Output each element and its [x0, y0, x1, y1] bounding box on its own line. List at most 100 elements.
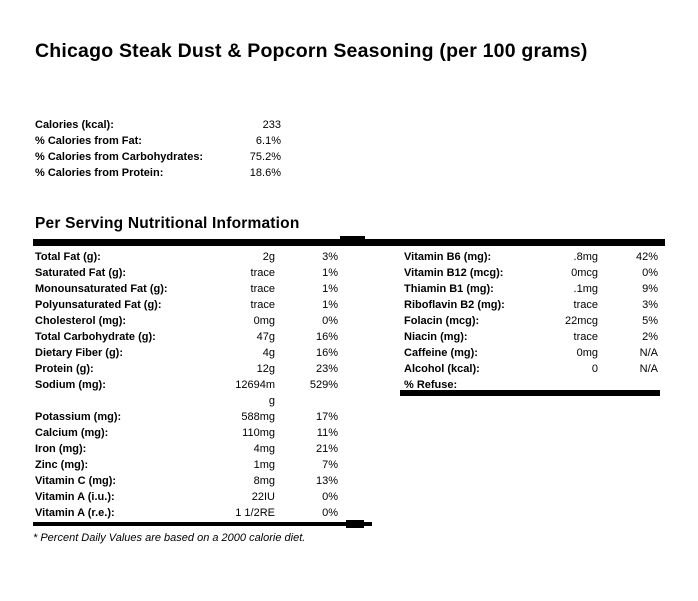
nutrient-daily-value-percent: 2% — [642, 331, 658, 343]
top-divider-rule — [33, 239, 665, 246]
nutrient-label: Dietary Fiber (g): — [35, 347, 124, 359]
nutrient-row: Folacin (mcg): 22mcg 5% — [404, 313, 658, 329]
nutrient-amount: 588mg — [241, 411, 275, 423]
nutrient-amount: 12g — [256, 363, 275, 375]
nutrient-amount: 8mg — [253, 475, 275, 487]
summary-row: % Calories from Carbohydrates: 75.2% — [35, 149, 281, 165]
nutrient-amount: .1mg — [573, 283, 598, 295]
nutrient-label: Vitamin A (i.u.): — [35, 491, 115, 503]
nutrient-table-left: Total Fat (g): 2g 3% Saturated Fat (g): … — [35, 249, 338, 521]
nutrient-label: Folacin (mcg): — [404, 315, 480, 327]
nutrient-amount: 12694mg — [235, 379, 275, 407]
nutrient-row: Total Carbohydrate (g): 47g 16% — [35, 329, 338, 345]
nutrient-row: Total Fat (g): 2g 3% — [35, 249, 338, 265]
nutrient-amount: 0mcg — [571, 267, 598, 279]
nutrient-row: Niacin (mg): trace 2% — [404, 329, 658, 345]
calorie-summary-table: Calories (kcal): 233 % Calories from Fat… — [35, 117, 281, 181]
nutrient-daily-value-percent: 3% — [322, 251, 338, 263]
nutrient-row: % Refuse: — [404, 377, 658, 393]
nutrient-amount: 110mg — [242, 427, 275, 439]
nutrient-amount: trace — [250, 283, 275, 295]
left-table-bottom-notch — [346, 520, 364, 528]
nutrient-label: Vitamin B12 (mcg): — [404, 267, 504, 279]
nutrient-daily-value-percent: 16% — [315, 331, 338, 343]
nutrient-amount: 0mg — [253, 315, 275, 327]
nutrient-label: Zinc (mg): — [35, 459, 89, 471]
summary-label: % Calories from Carbohydrates: — [35, 151, 204, 163]
nutrient-label: Protein (g): — [35, 363, 94, 375]
nutrient-row: Caffeine (mg): 0mg N/A — [404, 345, 658, 361]
nutrient-label: Polyunsaturated Fat (g): — [35, 299, 162, 311]
nutrient-amount: 0mg — [576, 347, 598, 359]
summary-label: Calories (kcal): — [35, 119, 114, 131]
summary-row: Calories (kcal): 233 — [35, 117, 281, 133]
nutrient-row: Zinc (mg): 1mg 7% — [35, 457, 338, 473]
nutrient-daily-value-percent: 3% — [642, 299, 658, 311]
nutrient-amount: trace — [250, 267, 275, 279]
nutrient-label: Iron (mg): — [35, 443, 87, 455]
nutrient-amount: 4mg — [253, 443, 275, 455]
nutrient-daily-value-percent: 0% — [322, 491, 338, 503]
nutrient-table-right: Vitamin B6 (mg): .8mg 42% Vitamin B12 (m… — [404, 249, 658, 393]
nutrient-daily-value-percent: 0% — [642, 267, 658, 279]
nutrient-label: Total Fat (g): — [35, 251, 101, 263]
page-title: Chicago Steak Dust & Popcorn Seasoning (… — [35, 40, 588, 62]
nutrient-daily-value-percent: 23% — [315, 363, 338, 375]
nutrient-daily-value-percent: N/A — [639, 347, 658, 359]
nutrient-label: Thiamin B1 (mg): — [404, 283, 494, 295]
nutrient-label: Alcohol (kcal): — [404, 363, 480, 375]
right-table-bottom-rule — [400, 390, 660, 396]
summary-row: % Calories from Fat: 6.1% — [35, 133, 281, 149]
nutrient-amount: trace — [573, 299, 598, 311]
nutrient-daily-value-percent: 529% — [309, 379, 338, 391]
nutrient-row: Cholesterol (mg): 0mg 0% — [35, 313, 338, 329]
left-table-bottom-rule — [33, 522, 372, 526]
nutrient-row: Riboflavin B2 (mg): trace 3% — [404, 297, 658, 313]
summary-value: 6.1% — [255, 135, 281, 147]
nutrient-label: Caffeine (mg): — [404, 347, 478, 359]
nutrient-daily-value-percent: 9% — [642, 283, 658, 295]
nutrient-amount: 0 — [591, 363, 598, 375]
nutrient-daily-value-percent: 1% — [322, 299, 338, 311]
nutrient-row: Vitamin C (mg): 8mg 13% — [35, 473, 338, 489]
nutrient-row: Alcohol (kcal): 0 N/A — [404, 361, 658, 377]
nutrient-amount: 2g — [262, 251, 275, 263]
summary-value: 75.2% — [249, 151, 281, 163]
nutrient-daily-value-percent: N/A — [639, 363, 658, 375]
nutrient-label: Sodium (mg): — [35, 379, 106, 391]
nutrient-label: Monounsaturated Fat (g): — [35, 283, 168, 295]
nutrient-row: Sodium (mg): 12694mg 529% — [35, 377, 338, 409]
summary-label: % Calories from Protein: — [35, 167, 164, 179]
summary-label: % Calories from Fat: — [35, 135, 142, 147]
nutrient-row: Vitamin B12 (mcg): 0mcg 0% — [404, 265, 658, 281]
nutrient-row: Iron (mg): 4mg 21% — [35, 441, 338, 457]
nutrient-row: Vitamin A (i.u.): 22IU 0% — [35, 489, 338, 505]
nutrient-label: Vitamin B6 (mg): — [404, 251, 492, 263]
nutrient-daily-value-percent: 13% — [315, 475, 338, 487]
nutrient-row: Protein (g): 12g 23% — [35, 361, 338, 377]
nutrient-amount: trace — [250, 299, 275, 311]
nutrient-row: Dietary Fiber (g): 4g 16% — [35, 345, 338, 361]
per-serving-heading: Per Serving Nutritional Information — [35, 215, 300, 232]
nutrient-amount: trace — [573, 331, 598, 343]
nutrient-amount: 22mcg — [564, 315, 598, 327]
nutrient-row: Saturated Fat (g): trace 1% — [35, 265, 338, 281]
nutrient-daily-value-percent: 1% — [322, 267, 338, 279]
nutrient-daily-value-percent: 0% — [322, 315, 338, 327]
nutrient-daily-value-percent: 21% — [315, 443, 338, 455]
nutrient-label: Potassium (mg): — [35, 411, 122, 423]
nutrient-amount: 1mg — [253, 459, 275, 471]
nutrient-daily-value-percent: 16% — [315, 347, 338, 359]
nutrient-daily-value-percent: 1% — [322, 283, 338, 295]
nutrient-row: Thiamin B1 (mg): .1mg 9% — [404, 281, 658, 297]
summary-value: 18.6% — [249, 167, 281, 179]
nutrient-row: Potassium (mg): 588mg 17% — [35, 409, 338, 425]
nutrient-daily-value-percent: 42% — [635, 251, 658, 263]
nutrient-row: Monounsaturated Fat (g): trace 1% — [35, 281, 338, 297]
nutrient-amount: 47g — [256, 331, 275, 343]
nutrient-amount: .8mg — [573, 251, 598, 263]
nutrient-daily-value-percent: 11% — [316, 427, 338, 439]
nutrient-label: Calcium (mg): — [35, 427, 109, 439]
nutrient-label: % Refuse: — [404, 379, 458, 391]
nutrient-row: Calcium (mg): 110mg 11% — [35, 425, 338, 441]
